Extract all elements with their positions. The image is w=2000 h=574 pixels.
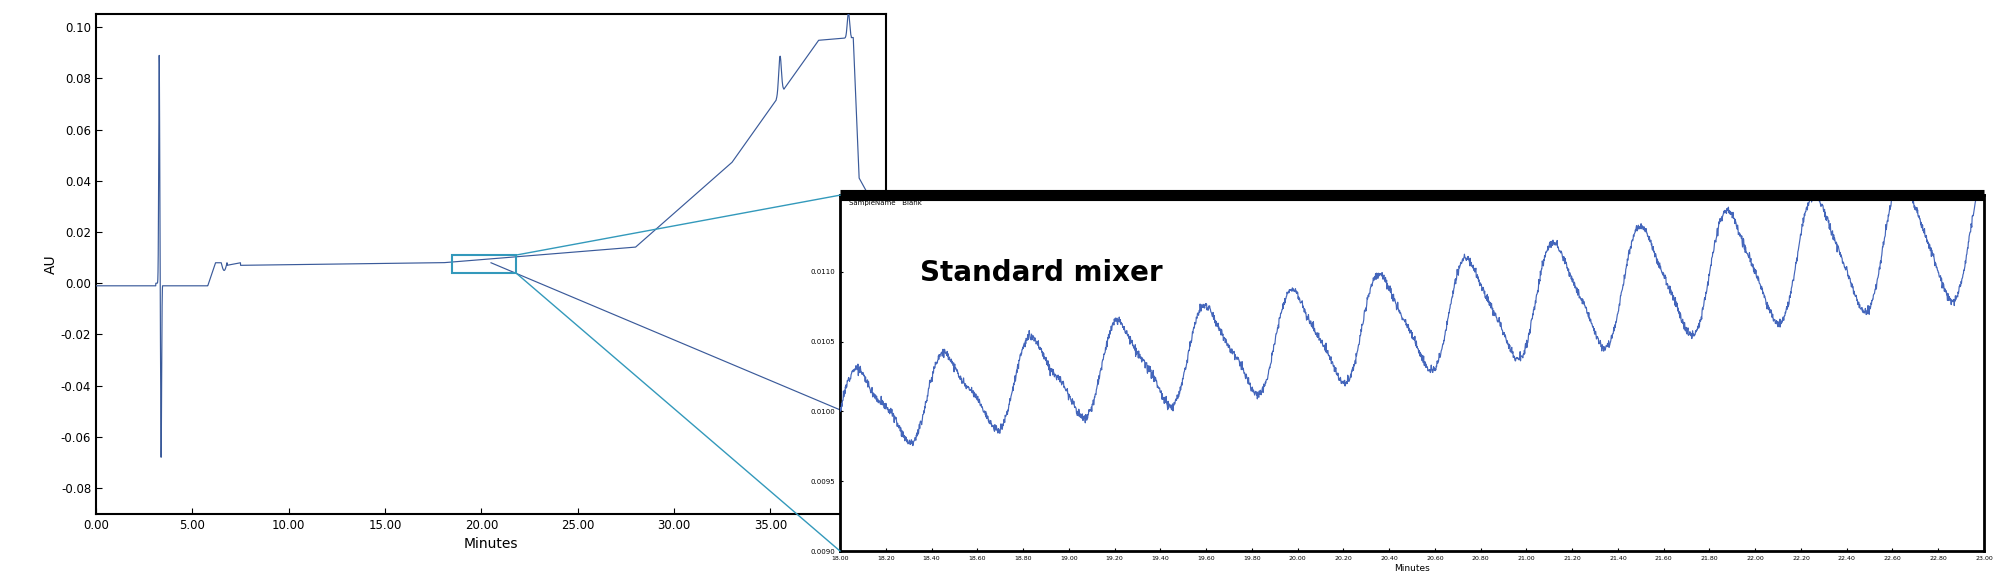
Bar	[452, 255, 516, 273]
Y-axis label: AU: AU	[44, 254, 58, 274]
X-axis label: Minutes: Minutes	[464, 537, 518, 551]
X-axis label: Minutes: Minutes	[1394, 564, 1430, 573]
Text: Standard mixer: Standard mixer	[920, 259, 1162, 287]
Text: SampleName   Blank: SampleName Blank	[850, 200, 922, 207]
